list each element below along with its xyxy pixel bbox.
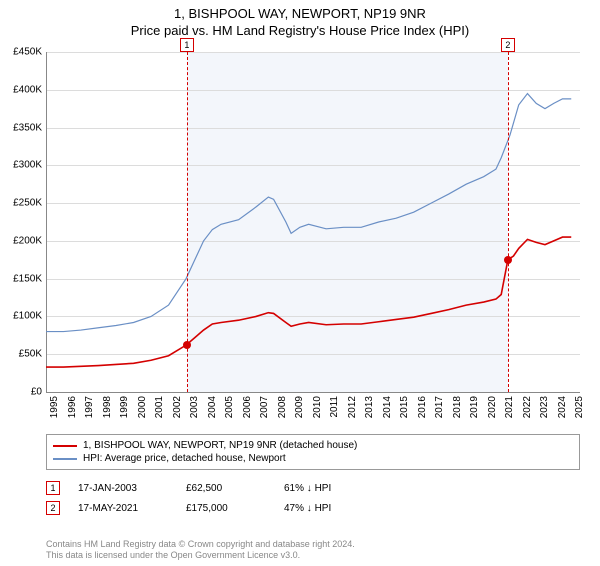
marker-dot <box>504 256 512 264</box>
legend-item: 1, BISHPOOL WAY, NEWPORT, NP19 9NR (deta… <box>53 439 573 452</box>
x-axis-label: 2014 <box>382 396 393 418</box>
y-axis-label: £450K <box>0 47 42 58</box>
chart-title-address: 1, BISHPOOL WAY, NEWPORT, NP19 9NR <box>0 6 600 21</box>
y-axis-label: £200K <box>0 235 42 246</box>
x-axis-label: 2001 <box>154 396 165 418</box>
x-axis-label: 2023 <box>539 396 550 418</box>
chart-container: 1, BISHPOOL WAY, NEWPORT, NP19 9NR Price… <box>0 6 600 566</box>
y-axis-label: £400K <box>0 84 42 95</box>
x-axis-label: 1996 <box>67 396 78 418</box>
legend-swatch <box>53 458 77 460</box>
x-axis-label: 2012 <box>347 396 358 418</box>
y-axis-label: £50K <box>0 349 42 360</box>
x-axis-label: 2016 <box>417 396 428 418</box>
x-axis-label: 2018 <box>452 396 463 418</box>
x-axis-label: 2011 <box>329 396 340 418</box>
transaction-date: 17-MAY-2021 <box>78 503 168 514</box>
y-axis-label: £350K <box>0 122 42 133</box>
transaction-price: £175,000 <box>186 503 266 514</box>
x-axis-label: 2007 <box>259 396 270 418</box>
y-axis-label: £150K <box>0 273 42 284</box>
legend-label: HPI: Average price, detached house, Newp… <box>83 453 286 464</box>
chart-lines <box>46 52 580 392</box>
marker-vline <box>508 52 509 392</box>
x-axis-label: 2022 <box>522 396 533 418</box>
x-axis-label: 2002 <box>172 396 183 418</box>
transaction-table: 1 17-JAN-2003 £62,500 61% ↓ HPI 2 17-MAY-2021… <box>46 478 580 518</box>
transaction-price: £62,500 <box>186 483 266 494</box>
transaction-delta: 47% ↓ HPI <box>284 503 331 514</box>
x-axis-label: 2010 <box>312 396 323 418</box>
x-axis-label: 2004 <box>207 396 218 418</box>
attribution-line: This data is licensed under the Open Gov… <box>46 550 580 562</box>
y-axis-label: £0 <box>0 387 42 398</box>
attribution-line: Contains HM Land Registry data © Crown c… <box>46 539 580 551</box>
x-axis-label: 2003 <box>189 396 200 418</box>
x-axis-label: 2020 <box>487 396 498 418</box>
x-axis-label: 2000 <box>137 396 148 418</box>
series-line <box>46 94 571 332</box>
marker-number-box: 1 <box>180 38 194 52</box>
x-axis-label: 2024 <box>557 396 568 418</box>
x-axis-label: 1998 <box>102 396 113 418</box>
transaction-marker-box: 2 <box>46 501 60 515</box>
legend-label: 1, BISHPOOL WAY, NEWPORT, NP19 9NR (deta… <box>83 440 357 451</box>
legend-item: HPI: Average price, detached house, Newp… <box>53 452 573 465</box>
x-axis-label: 2005 <box>224 396 235 418</box>
transaction-date: 17-JAN-2003 <box>78 483 168 494</box>
marker-number-box: 2 <box>501 38 515 52</box>
series-line <box>46 237 571 367</box>
x-axis-label: 2009 <box>294 396 305 418</box>
x-axis-label: 2019 <box>469 396 480 418</box>
y-axis-label: £300K <box>0 160 42 171</box>
marker-dot <box>183 341 191 349</box>
x-axis-label: 2013 <box>364 396 375 418</box>
x-axis-label: 2021 <box>504 396 515 418</box>
attribution-text: Contains HM Land Registry data © Crown c… <box>46 539 580 562</box>
x-axis-label: 1999 <box>119 396 130 418</box>
chart-subtitle: Price paid vs. HM Land Registry's House … <box>0 23 600 38</box>
legend-swatch <box>53 445 77 447</box>
chart-legend: 1, BISHPOOL WAY, NEWPORT, NP19 9NR (deta… <box>46 434 580 470</box>
x-axis-label: 2025 <box>574 396 585 418</box>
transaction-delta: 61% ↓ HPI <box>284 483 331 494</box>
y-axis-label: £250K <box>0 198 42 209</box>
transaction-marker-box: 1 <box>46 481 60 495</box>
x-axis-label: 2015 <box>399 396 410 418</box>
y-axis-label: £100K <box>0 311 42 322</box>
x-axis-label: 2008 <box>277 396 288 418</box>
x-axis-label: 2006 <box>242 396 253 418</box>
x-axis-label: 1995 <box>49 396 60 418</box>
x-axis-label: 1997 <box>84 396 95 418</box>
transaction-row: 1 17-JAN-2003 £62,500 61% ↓ HPI <box>46 478 580 498</box>
chart-plot-area: £0£50K£100K£150K£200K£250K£300K£350K£400… <box>46 52 580 392</box>
transaction-row: 2 17-MAY-2021 £175,000 47% ↓ HPI <box>46 498 580 518</box>
x-axis-label: 2017 <box>434 396 445 418</box>
